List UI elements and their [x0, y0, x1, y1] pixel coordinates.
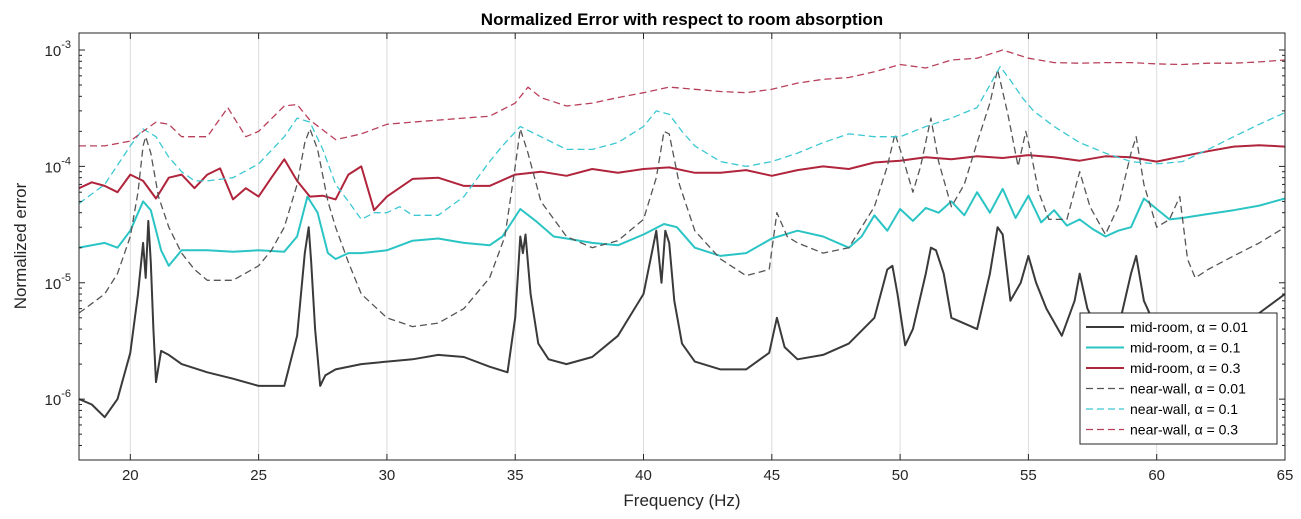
y-tick-label: 10-3 [45, 39, 71, 60]
series-layer [79, 49, 1285, 419]
series-line-5 [79, 65, 1285, 221]
y-tick-label: 10-4 [45, 155, 71, 176]
x-tick-label: 40 [635, 467, 652, 484]
legend-label: mid-room, α = 0.1 [1130, 340, 1241, 356]
x-tick-label: 60 [1148, 467, 1165, 484]
x-tick-label: 25 [250, 467, 267, 484]
legend-label: mid-room, α = 0.3 [1130, 360, 1241, 376]
x-tick-label: 30 [379, 467, 396, 484]
legend-label: mid-room, α = 0.01 [1130, 319, 1248, 335]
legend-label: near-wall, α = 0.3 [1130, 422, 1238, 438]
legend-label: near-wall, α = 0.01 [1130, 381, 1246, 397]
series-line-4 [79, 68, 1285, 328]
x-tick-label: 50 [892, 467, 909, 484]
series-line-1 [79, 219, 1285, 419]
series-line-6 [79, 49, 1285, 147]
plot-border [78, 32, 1286, 461]
legend-box [1079, 312, 1278, 445]
series-line-2 [79, 187, 1285, 267]
y-tick-label: 10-5 [45, 272, 71, 293]
x-axis-label: Frequency (Hz) [623, 491, 740, 510]
y-axis-label: Normalized error [11, 182, 30, 309]
chart-title: Normalized Error with respect to room ab… [481, 10, 883, 29]
x-tick-label: 45 [763, 467, 780, 484]
x-tick-label: 35 [507, 467, 524, 484]
legend-label: near-wall, α = 0.1 [1130, 401, 1238, 417]
x-axis: 20 25 30 35 40 45 50 55 60 65 [122, 33, 1293, 484]
series-line-3 [79, 144, 1285, 212]
x-tick-label: 55 [1020, 467, 1037, 484]
y-tick-label: 10-6 [45, 388, 71, 409]
legend: mid-room, α = 0.01 mid-room, α = 0.1 mid-r… [1079, 312, 1278, 445]
x-tick-label: 20 [122, 467, 139, 484]
x-tick-label: 65 [1277, 467, 1294, 484]
y-axis: 10-6 10-5 10-4 10-3 [45, 39, 1285, 461]
